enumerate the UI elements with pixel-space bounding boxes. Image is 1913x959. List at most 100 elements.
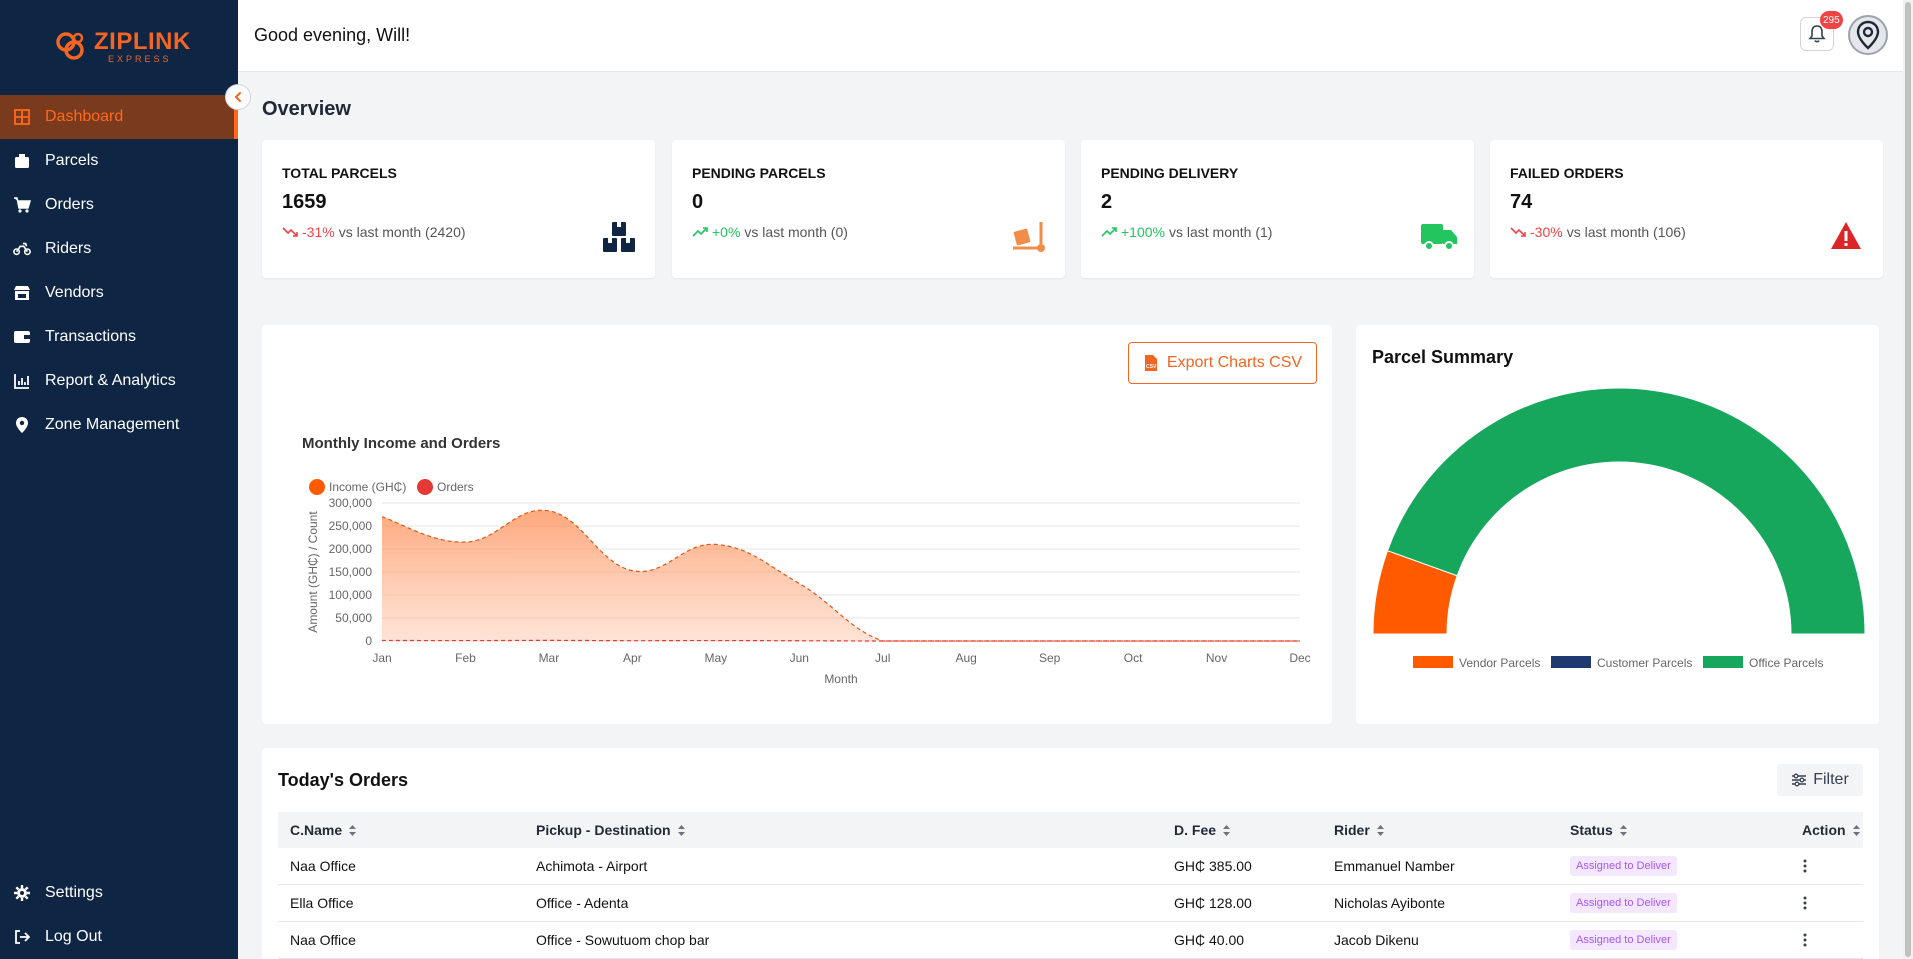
bell-icon (1808, 25, 1826, 43)
sort-icon (1852, 824, 1860, 836)
column-header-label: Action (1802, 822, 1846, 838)
package-icon (13, 152, 31, 170)
cell-route: Achimota - Airport (536, 858, 648, 874)
overview-title: Overview (262, 98, 351, 120)
stat-change: +100% (1121, 224, 1165, 240)
more-options-icon[interactable] (1802, 932, 1808, 948)
stat-compare: vs last month (0) (744, 224, 848, 240)
sidebar-item-label: Settings (45, 884, 103, 901)
legend-label-1: Customer Parcels (1597, 656, 1692, 670)
sort-icon (349, 824, 357, 836)
column-header-action[interactable]: Action (1802, 822, 1861, 838)
sidebar-item-label: Dashboard (45, 108, 124, 125)
y-tick-label: 50,000 (335, 611, 372, 625)
stat-trend: -31% vs last month (2420) (282, 224, 466, 240)
sidebar-item-label: Orders (45, 196, 94, 213)
sidebar-item-riders[interactable]: Riders (0, 227, 238, 271)
table-header: C.Name Pickup - Destination D. Fee Rider… (278, 812, 1863, 848)
sidebar-item-dashboard[interactable]: Dashboard (0, 95, 238, 139)
legend-swatch-1 (417, 479, 433, 495)
stat-value: 1659 (282, 191, 327, 213)
cell-customer-name: Ella Office (290, 895, 354, 911)
sidebar-item-log-out[interactable]: Log Out (0, 915, 238, 959)
stat-compare: vs last month (2420) (338, 224, 466, 240)
greeting-text: Good evening, Will! (254, 25, 411, 45)
legend-label-1: Orders (437, 480, 474, 494)
x-tick-label: Jun (790, 651, 809, 665)
logout-icon (13, 928, 31, 946)
sidebar-collapse-button[interactable] (225, 84, 251, 110)
column-header-d-fee[interactable]: D. Fee (1174, 822, 1231, 838)
sidebar-item-report-analytics[interactable]: Report & Analytics (0, 359, 238, 403)
sidebar-item-label: Riders (45, 240, 92, 257)
y-tick-label: 300,000 (329, 496, 373, 510)
csv-file-icon: CSV (1144, 355, 1157, 371)
stat-trend: +0% vs last month (0) (692, 224, 848, 240)
chart-title: Monthly Income and Orders (302, 435, 500, 452)
legend-swatch-2[interactable] (1703, 656, 1743, 668)
column-header-pickup-destination[interactable]: Pickup - Destination (536, 822, 686, 838)
wallet-icon (13, 328, 31, 346)
stat-label: PENDING DELIVERY (1101, 165, 1239, 181)
sidebar-item-settings[interactable]: Settings (0, 871, 238, 915)
trend-down-icon (282, 227, 298, 237)
logo-main-text: ZIPLINK (94, 28, 191, 55)
table-row[interactable]: Naa Office Achimota - Airport GH₵ 385.00… (278, 848, 1863, 885)
sort-icon (677, 824, 685, 836)
legend-swatch-0[interactable] (1413, 656, 1453, 668)
more-options-icon[interactable] (1802, 895, 1808, 911)
status-badge: Assigned to Deliver (1570, 930, 1677, 950)
table-row[interactable]: Naa Office Office - Sowutuom chop bar GH… (278, 922, 1863, 959)
user-avatar[interactable] (1848, 15, 1888, 55)
x-tick-label: Aug (956, 651, 977, 665)
sidebar-item-vendors[interactable]: Vendors (0, 271, 238, 315)
cell-route: Office - Sowutuom chop bar (536, 932, 710, 948)
x-tick-label: May (704, 651, 727, 665)
gear-icon (13, 884, 31, 902)
stat-label: PENDING PARCELS (692, 165, 826, 181)
y-tick-label: 200,000 (329, 542, 373, 556)
stat-value: 0 (692, 191, 704, 213)
series-line-orders (381, 639, 1300, 642)
column-header-status[interactable]: Status (1570, 822, 1628, 838)
sliders-icon (1792, 773, 1807, 787)
stat-change: -31% (302, 224, 335, 240)
sidebar-item-orders[interactable]: Orders (0, 183, 238, 227)
sort-icon (1619, 824, 1627, 836)
table-row[interactable]: Ella Office Office - Adenta GH₵ 128.00 N… (278, 885, 1863, 922)
x-tick-label: Dec (1289, 651, 1310, 665)
x-tick-label: Feb (455, 651, 476, 665)
store-icon (13, 284, 31, 302)
cell-route: Office - Adenta (536, 895, 629, 911)
column-header-rider[interactable]: Rider (1334, 822, 1385, 838)
column-header-label: D. Fee (1174, 822, 1217, 838)
more-options-icon[interactable] (1802, 858, 1808, 874)
stat-card-failed-orders: FAILED ORDERS 74 -30% vs last month (106… (1490, 140, 1883, 278)
sidebar-item-transactions[interactable]: Transactions (0, 315, 238, 359)
cell-status: Assigned to Deliver (1570, 856, 1677, 876)
x-tick-label: Jul (875, 651, 890, 665)
logo[interactable]: ZIPLINK EXPRESS (52, 28, 191, 66)
sidebar-item-zone-management[interactable]: Zone Management (0, 403, 238, 447)
legend-label-0: Vendor Parcels (1459, 656, 1540, 670)
column-header-label: Pickup - Destination (536, 822, 671, 838)
stat-card-pending-delivery: PENDING DELIVERY 2 +100% vs last month (… (1081, 140, 1474, 278)
cell-delivery-fee: GH₵ 128.00 (1174, 895, 1252, 911)
page-scrollbar-thumb[interactable] (1905, 2, 1911, 957)
cell-action (1802, 932, 1808, 948)
stat-change: -30% (1530, 224, 1563, 240)
y-tick-label: 250,000 (329, 519, 373, 533)
x-tick-label: Mar (539, 651, 560, 665)
sidebar-item-parcels[interactable]: Parcels (0, 139, 238, 183)
sidebar-item-label: Report & Analytics (45, 372, 176, 389)
cell-status: Assigned to Deliver (1570, 930, 1677, 950)
column-header-c-name[interactable]: C.Name (290, 822, 357, 838)
column-header-label: Rider (1334, 822, 1370, 838)
slice-office-parcels[interactable] (1386, 387, 1866, 635)
y-tick-label: 150,000 (329, 565, 373, 579)
cell-action (1802, 895, 1808, 911)
filter-button[interactable]: Filter (1777, 764, 1863, 796)
legend-swatch-1[interactable] (1551, 656, 1591, 668)
stat-value: 74 (1510, 191, 1533, 213)
export-charts-csv-button[interactable]: CSV Export Charts CSV (1128, 342, 1317, 384)
